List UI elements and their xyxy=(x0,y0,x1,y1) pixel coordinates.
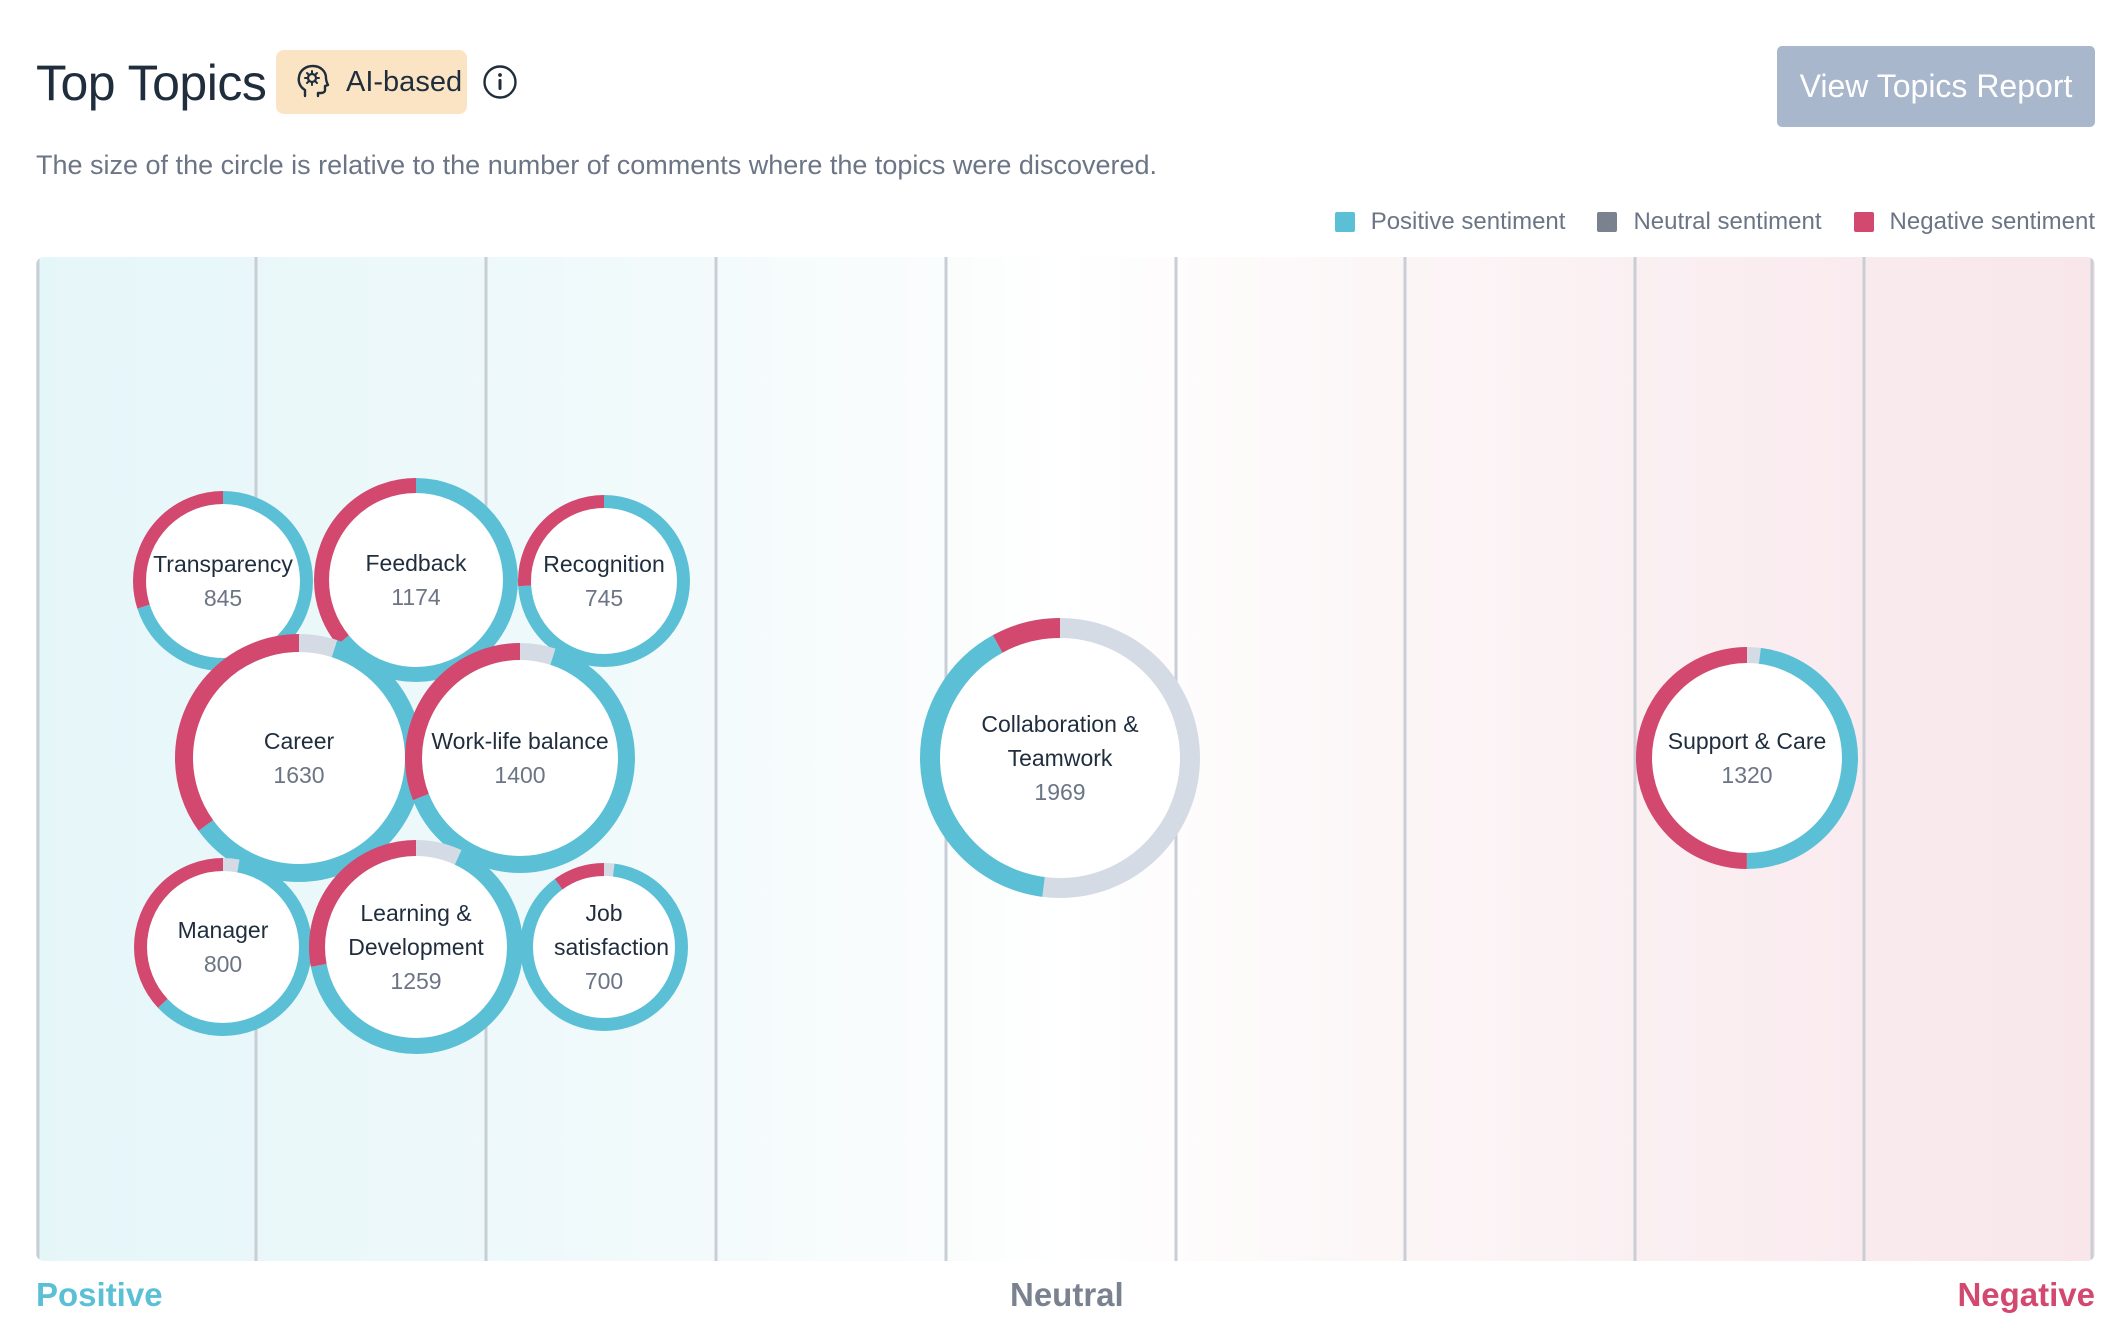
negative-arc xyxy=(518,495,690,667)
topic-ring xyxy=(314,478,518,682)
positive-arc xyxy=(520,863,688,1031)
negative-arc xyxy=(175,634,423,882)
page-title: Top Topics xyxy=(36,55,267,111)
chart-description: The size of the circle is relative to th… xyxy=(36,150,1158,180)
topic-ring xyxy=(1636,647,1858,869)
ai-based-badge: AI-based xyxy=(276,50,467,114)
topic-ring xyxy=(518,495,690,667)
topic-fill xyxy=(533,876,675,1018)
axis-label-positive: Positive xyxy=(36,1276,163,1313)
legend-neutral-swatch xyxy=(1597,212,1618,232)
topic-ring xyxy=(134,858,312,1036)
legend-negative: Negative sentiment xyxy=(1853,208,2095,236)
sentiment-legend: Positive sentiment Neutral sentiment Neg… xyxy=(1303,208,2095,236)
topic-fill xyxy=(147,871,299,1023)
info-icon[interactable] xyxy=(482,64,518,100)
legend-negative-label: Negative sentiment xyxy=(1889,208,2095,235)
topic-bubble-support-care[interactable]: Support & Care 1320 xyxy=(1636,647,1858,869)
topic-bubble-learning-development[interactable]: Learning & Development 1259 xyxy=(309,840,523,1054)
negative-arc xyxy=(920,618,1200,898)
topic-fill xyxy=(329,493,503,667)
topic-ring xyxy=(309,840,523,1054)
topic-ring xyxy=(520,863,688,1031)
topic-bubble-work-life-balance[interactable]: Work-life balance 1400 xyxy=(405,643,635,873)
negative-arc xyxy=(314,478,518,682)
sentiment-bubble-chart: Transparency 845 Feedback 1174 Recognition 74… xyxy=(36,257,2095,1261)
topic-bubble-manager[interactable]: Manager 800 xyxy=(134,858,312,1036)
negative-arc xyxy=(1636,647,1858,869)
legend-positive: Positive sentiment xyxy=(1334,208,1566,236)
positive-arc xyxy=(405,643,635,873)
legend-negative-swatch xyxy=(1853,212,1874,232)
legend-neutral: Neutral sentiment xyxy=(1597,208,1822,236)
topic-fill xyxy=(146,504,300,658)
negative-arc xyxy=(520,863,688,1031)
positive-arc xyxy=(920,618,1200,898)
topic-ring xyxy=(920,618,1200,898)
topic-fill xyxy=(531,508,677,654)
axis-label-negative: Negative xyxy=(1957,1276,2095,1313)
view-topics-report-button[interactable]: View Topics Report xyxy=(1777,46,2095,127)
topic-bubble-job-satisfaction[interactable]: Job satisfaction 700 xyxy=(520,863,688,1031)
negative-arc xyxy=(405,643,635,873)
topic-ring xyxy=(175,634,423,882)
legend-positive-swatch xyxy=(1334,212,1355,232)
topic-fill xyxy=(193,652,405,864)
topic-ring xyxy=(405,643,635,873)
legend-positive-label: Positive sentiment xyxy=(1370,208,1566,235)
positive-arc xyxy=(134,858,312,1036)
ai-brain-icon xyxy=(297,64,330,98)
legend-neutral-label: Neutral sentiment xyxy=(1633,208,1822,235)
topic-fill xyxy=(940,638,1180,878)
topic-fill xyxy=(1652,663,1842,853)
negative-arc xyxy=(134,858,312,1036)
topic-fill xyxy=(325,856,507,1038)
topic-bubble-recognition[interactable]: Recognition 745 xyxy=(518,495,690,667)
topic-bubble-collaboration-teamwork[interactable]: Collaboration & Teamwork 1969 xyxy=(920,618,1200,898)
negative-arc xyxy=(309,840,523,1054)
ai-badge-label: AI-based xyxy=(346,65,463,98)
positive-arc xyxy=(1636,647,1858,869)
negative-arc xyxy=(133,491,313,671)
axis-label-neutral: Neutral xyxy=(1010,1276,1124,1313)
topic-fill xyxy=(422,660,618,856)
positive-arc xyxy=(309,840,523,1054)
